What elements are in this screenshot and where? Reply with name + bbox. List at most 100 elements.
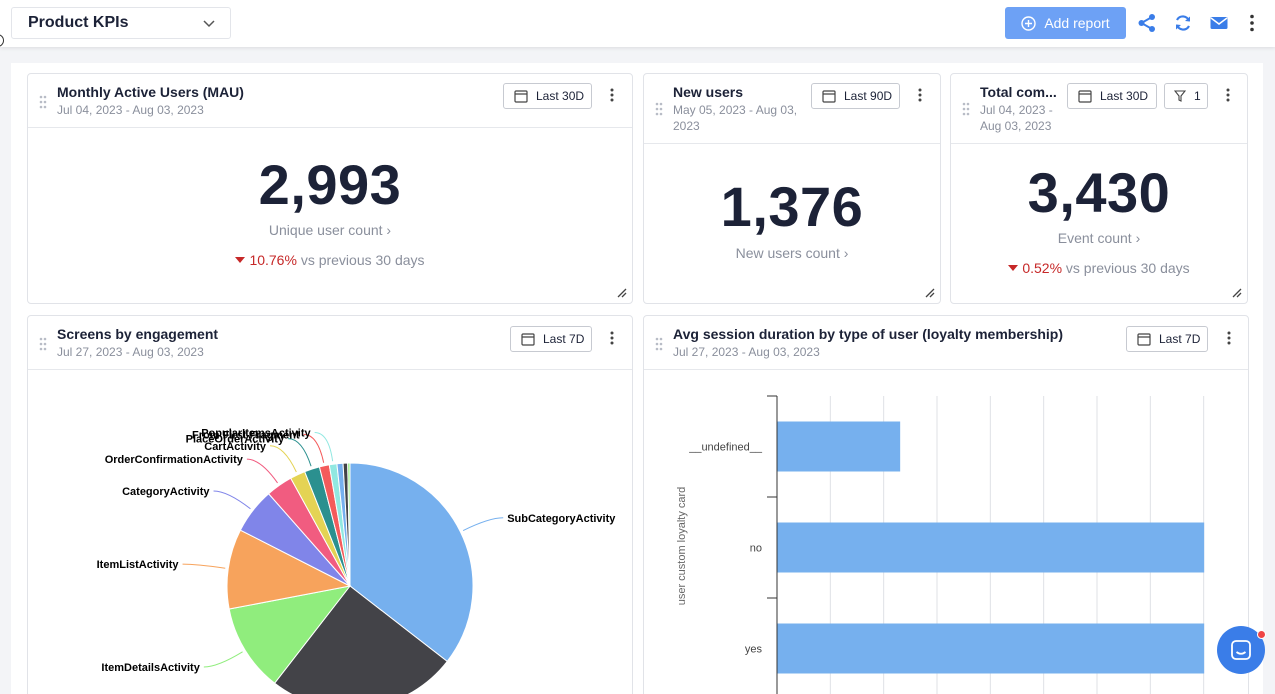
pie-connector: [303, 433, 325, 463]
bar-chart: __undefined__no yes user custom loyalty ca…: [676, 395, 1205, 694]
card-menu-icon[interactable]: [918, 88, 922, 102]
bar[interactable]: [777, 421, 901, 472]
bar[interactable]: [777, 623, 1205, 674]
pie-connector: [203, 651, 243, 668]
calendar-icon: [1078, 90, 1092, 103]
pie-connector: [182, 563, 226, 569]
card-header: Total com... Jul 04, 2023 - Aug 03, 2023…: [951, 74, 1247, 144]
metric-value: 2,993: [258, 153, 402, 216]
pie-slice[interactable]: [228, 585, 352, 684]
delta-value: 10.76%: [249, 252, 297, 268]
drag-handle-icon[interactable]: [655, 102, 663, 116]
pie-slice[interactable]: [347, 462, 351, 587]
pie-connector: [269, 445, 297, 473]
card-date: Jul 04, 2023 - Aug 03, 2023: [57, 103, 204, 117]
pie-connector: [314, 431, 334, 462]
date-range-button[interactable]: Last 30D: [503, 83, 592, 109]
mau-card: Monthly Active Users (MAU) Jul 04, 2023 …: [27, 73, 633, 304]
filter-icon: [1174, 90, 1186, 102]
date-range-label: Last 7D: [543, 332, 585, 346]
metric-label-link[interactable]: Event count ›: [1057, 230, 1141, 246]
delta-value: 0.52%: [1022, 260, 1063, 276]
collapse-handle-icon[interactable]: [0, 34, 4, 47]
delta-caption: vs previous 30 days: [1065, 260, 1190, 276]
dashboard-selector[interactable]: Product KPIs: [11, 7, 231, 39]
share-icon[interactable]: [1137, 13, 1157, 33]
chevron-down-icon: [203, 20, 215, 28]
metric-delta: 0.52% vs previous 30 days: [951, 260, 1247, 276]
pie-label: SubCategoryActivity: [507, 513, 616, 525]
top-bar: Product KPIs Add report: [0, 0, 1275, 47]
card-menu-icon[interactable]: [610, 331, 614, 345]
calendar-icon: [514, 90, 528, 103]
pie-chart: SubCategoryActivity ItemDetailsActivity It…: [97, 427, 616, 694]
card-date: Jul 27, 2023 - Aug 03, 2023: [673, 345, 820, 359]
bar[interactable]: [777, 522, 1205, 573]
calendar-icon: [1137, 333, 1151, 346]
filter-button[interactable]: 1: [1164, 83, 1208, 109]
drag-handle-icon[interactable]: [962, 102, 970, 116]
resize-handle-icon[interactable]: [925, 288, 935, 298]
add-report-button[interactable]: Add report: [1005, 7, 1126, 39]
pie-connector: [213, 490, 251, 510]
card-title: New users: [673, 84, 744, 100]
pie-label: ItemDetailsActivity: [101, 662, 200, 674]
refresh-icon[interactable]: [1173, 13, 1193, 33]
date-range-label: Last 30D: [1100, 89, 1149, 103]
total-events-card: Total com... Jul 04, 2023 - Aug 03, 2023…: [950, 73, 1248, 304]
drag-handle-icon[interactable]: [39, 95, 47, 109]
add-report-label: Add report: [1044, 15, 1110, 31]
filter-count: 1: [1194, 89, 1201, 103]
card-menu-icon[interactable]: [1226, 88, 1230, 102]
card-date: Jul 04, 2023 - Aug 03, 2023: [980, 103, 1053, 133]
y-axis-title: user custom loyalty card: [676, 487, 688, 606]
pie-slice[interactable]: [226, 529, 352, 610]
card-title: Avg session duration by type of user (lo…: [673, 326, 1064, 342]
mail-icon[interactable]: [1209, 13, 1229, 33]
date-range-button[interactable]: Last 90D: [811, 83, 900, 109]
pie-slice[interactable]: [349, 462, 474, 663]
date-range-button[interactable]: Last 7D: [510, 326, 592, 352]
metric-label-link[interactable]: New users count ›: [735, 245, 849, 261]
card-header: Avg session duration by type of user (lo…: [644, 316, 1248, 370]
more-vertical-icon[interactable]: [1242, 13, 1262, 33]
resize-handle-icon[interactable]: [1232, 288, 1242, 298]
card-title: Screens by engagement: [57, 326, 219, 342]
category-tick-label: yes: [745, 644, 763, 656]
date-range-label: Last 90D: [844, 89, 893, 103]
card-menu-icon[interactable]: [1227, 331, 1231, 345]
pie-connector: [462, 517, 504, 532]
metric-delta: 10.76% vs previous 30 days: [28, 252, 632, 268]
dashboard-title: Product KPIs: [28, 14, 129, 31]
pie-label: OrderConfirmationActivity: [105, 454, 244, 466]
metric-label-link[interactable]: Unique user count ›: [268, 222, 392, 238]
down-triangle-icon: [235, 257, 246, 263]
metric-value: 3,430: [1027, 161, 1171, 224]
card-title: Monthly Active Users (MAU): [57, 84, 244, 100]
pie-connector: [288, 438, 312, 467]
delta-caption: vs previous 30 days: [300, 252, 425, 268]
session-card: Avg session duration by type of user (lo…: [643, 315, 1249, 694]
date-range-button[interactable]: Last 30D: [1067, 83, 1157, 109]
card-title: Total com...: [980, 84, 1057, 100]
pie-label: PopularItemsActivity: [201, 427, 311, 439]
card-date: Jul 27, 2023 - Aug 03, 2023: [57, 345, 204, 359]
metric-value: 1,376: [720, 175, 864, 238]
calendar-icon: [521, 333, 535, 346]
pie-label: PlaceOrderActivity: [186, 434, 285, 446]
drag-handle-icon[interactable]: [39, 337, 47, 351]
calendar-icon: [822, 90, 836, 103]
card-date: May 05, 2023 - Aug 03, 2023: [673, 103, 798, 133]
drag-handle-icon[interactable]: [655, 337, 663, 351]
pie-label: CategoryActivity: [122, 486, 210, 498]
notification-dot: [1257, 630, 1266, 639]
card-header: New users May 05, 2023 - Aug 03, 2023 La…: [644, 74, 940, 144]
pie-label: From First Fragment: [192, 429, 300, 441]
date-range-button[interactable]: Last 7D: [1126, 326, 1208, 352]
pie-slice[interactable]: [273, 585, 448, 694]
card-menu-icon[interactable]: [610, 88, 614, 102]
resize-handle-icon[interactable]: [617, 288, 627, 298]
chat-icon: [1231, 640, 1251, 660]
screens-card: Screens by engagement Jul 27, 2023 - Aug…: [27, 315, 633, 694]
down-triangle-icon: [1008, 265, 1019, 271]
